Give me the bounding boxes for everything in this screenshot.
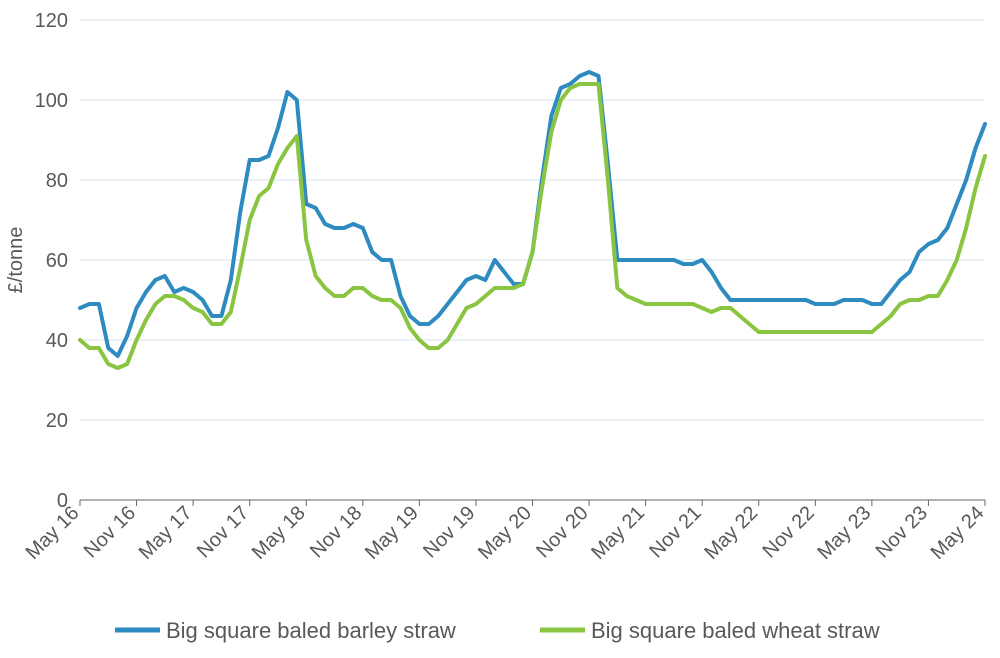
- line-chart: 020406080100120May 16Nov 16May 17Nov 17M…: [0, 0, 1000, 658]
- y-tick-label: 120: [35, 10, 68, 32]
- legend-label-1: Big square baled wheat straw: [591, 618, 880, 643]
- y-tick-label: 20: [46, 410, 68, 432]
- y-tick-label: 60: [46, 250, 68, 272]
- y-tick-label: 40: [46, 330, 68, 352]
- y-axis-title: £/tonne: [5, 227, 27, 294]
- legend-label-0: Big square baled barley straw: [166, 618, 456, 643]
- y-tick-label: 80: [46, 170, 68, 192]
- chart-container: 020406080100120May 16Nov 16May 17Nov 17M…: [0, 0, 1000, 658]
- y-tick-label: 100: [35, 90, 68, 112]
